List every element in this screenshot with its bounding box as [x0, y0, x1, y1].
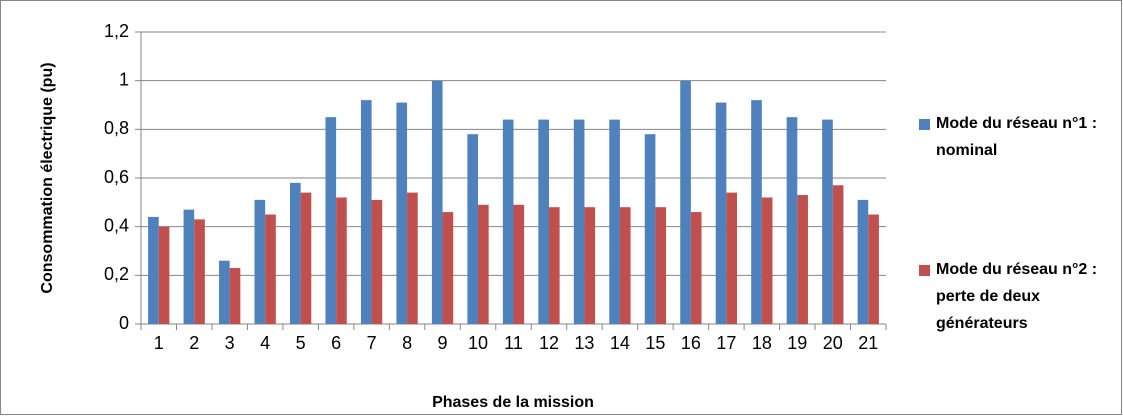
bar: [761, 197, 773, 324]
x-tick-label: 21: [858, 333, 878, 353]
bar: [229, 268, 241, 324]
bar: [478, 204, 489, 324]
bar: [265, 214, 276, 324]
x-tick-label: 17: [716, 333, 736, 353]
bar: [467, 134, 479, 324]
bar: [857, 199, 869, 324]
x-tick-label: 15: [645, 333, 665, 353]
bar: [690, 212, 702, 324]
y-tick-label: 1: [119, 69, 129, 89]
y-tick-label: 0,8: [104, 118, 129, 138]
bar: [868, 214, 879, 324]
x-tick-label: 18: [752, 333, 772, 353]
x-tick-label: 5: [296, 333, 306, 353]
bar: [538, 119, 549, 324]
bar: [548, 207, 560, 324]
y-tick-label: 0: [119, 313, 129, 333]
x-tick-label: 11: [504, 333, 523, 353]
bar: [407, 192, 418, 324]
bar: [655, 207, 667, 324]
bar: [609, 119, 620, 324]
x-tick-label: 12: [539, 333, 559, 353]
y-tick-label: 0,2: [104, 264, 129, 284]
x-tick-label: 3: [225, 333, 235, 353]
bar: [715, 102, 727, 324]
x-tick-label: 2: [189, 333, 199, 353]
legend-label: Mode du réseau n°1 : nominal: [936, 115, 1098, 159]
y-tick-label: 1,2: [104, 21, 129, 41]
bar: [797, 195, 808, 324]
x-tick-label: 6: [331, 333, 341, 353]
bar: [584, 207, 596, 324]
x-tick-label: 14: [610, 333, 630, 353]
bar: [194, 219, 205, 324]
legend-swatch: [919, 265, 930, 276]
bar: [183, 209, 195, 324]
bar: [254, 199, 266, 324]
legend-label: Mode du réseau n°2 : perte de deux génér…: [936, 261, 1098, 332]
bar: [360, 100, 372, 324]
bar: [832, 185, 844, 324]
x-tick-label: 10: [468, 333, 488, 353]
x-tick-label: 13: [574, 333, 594, 353]
bar: [158, 226, 170, 324]
bar: [822, 119, 833, 324]
y-tick-label: 0,4: [104, 215, 129, 235]
x-tick-label: 19: [787, 333, 807, 353]
x-tick-label: 1: [154, 333, 164, 353]
x-tick-label: 9: [438, 333, 448, 353]
bar: [325, 117, 337, 325]
bar: [219, 260, 230, 324]
bar: [300, 192, 312, 324]
x-tick-label: 8: [402, 333, 412, 353]
x-tick-label: 20: [823, 333, 843, 353]
bar: [431, 80, 443, 325]
bar: [371, 199, 383, 324]
x-axis-label: Phases de la mission: [432, 394, 594, 411]
bar: [148, 216, 159, 324]
bar: [751, 100, 762, 324]
bar: [290, 182, 301, 324]
bar: [502, 119, 514, 324]
bar: [680, 80, 691, 325]
bar: [336, 197, 347, 324]
x-tick-label: 7: [367, 333, 377, 353]
x-tick-label: 16: [681, 333, 701, 353]
bar: [644, 134, 656, 324]
x-tick-label: 4: [260, 333, 270, 353]
bar: [396, 102, 408, 324]
bar: [513, 204, 525, 324]
bar: [726, 192, 737, 324]
bar: [442, 212, 454, 324]
bar: [786, 117, 798, 325]
y-tick-label: 0,6: [104, 167, 129, 187]
y-axis-label: Consommation électrique (pu): [39, 62, 56, 293]
bar: [573, 119, 585, 324]
bar: [619, 207, 631, 324]
legend-swatch: [919, 119, 930, 130]
